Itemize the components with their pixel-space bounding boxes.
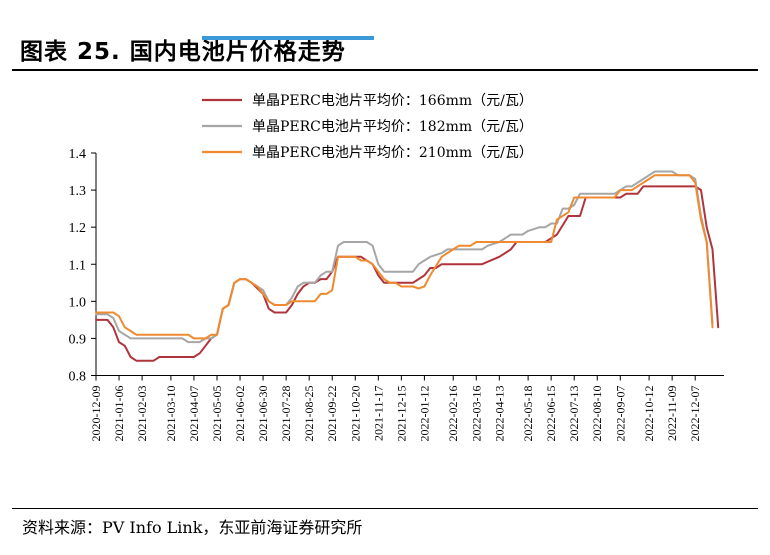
x-tick-label: 2022-07-13 — [567, 386, 581, 442]
x-tick-label: 2021-01-06 — [112, 386, 126, 442]
x-tick-label: 2021-07-28 — [279, 386, 293, 442]
x-tick-label: 2021-08-25 — [302, 386, 316, 442]
x-tick-label: 2021-02-03 — [135, 386, 149, 442]
figure-header: 图表 25. 国内电池片价格走势 — [12, 30, 758, 70]
x-tick-label: 2021-04-07 — [187, 386, 201, 442]
x-tick-label: 2021-12-15 — [394, 386, 408, 442]
x-tick-label: 2021-11-17 — [371, 386, 385, 442]
series-line-s166 — [95, 185, 720, 362]
legend: 单晶PERC电池片平均价：166mm（元/瓦） 单晶PERC电池片平均价：182m… — [202, 93, 533, 161]
y-tick-label: 0.8 — [69, 370, 87, 385]
y-tick-label: 0.9 — [69, 332, 87, 347]
x-tick-label: 2021-06-02 — [233, 386, 247, 442]
legend-label-s166: 单晶PERC电池片平均价：166mm（元/瓦） — [252, 93, 533, 109]
x-tick-label: 2022-10-12 — [642, 386, 656, 442]
x-tick-label: 2020-12-09 — [89, 386, 103, 442]
series-line-s210 — [95, 174, 714, 340]
y-tick-label: 1.0 — [69, 295, 87, 310]
x-tick-label: 2022-01-12 — [417, 386, 431, 442]
legend-label-s210: 单晶PERC电池片平均价：210mm（元/瓦） — [252, 145, 533, 161]
title-accent-bar — [202, 36, 374, 40]
figure-title: 图表 25. 国内电池片价格走势 — [20, 39, 346, 65]
axes-layer: 0.8 0.9 1.0 1.1 1.2 1.3 1.4 2020-12-09 2021-01-0… — [69, 147, 724, 442]
x-tick-label: 2022-12-07 — [688, 386, 702, 442]
x-tick-label: 2022-08-10 — [590, 386, 604, 442]
title-rule — [12, 69, 758, 71]
x-tick-label: 2021-09-22 — [325, 386, 339, 442]
x-tick-label: 2022-09-07 — [613, 386, 627, 442]
x-tick-label: 2021-05-05 — [210, 386, 224, 442]
y-tick-label: 1.1 — [69, 258, 87, 273]
footer-rule — [12, 508, 758, 509]
x-tick-label: 2022-05-18 — [521, 386, 535, 442]
x-tick-label: 2021-10-20 — [348, 386, 362, 442]
x-tick-label: 2021-06-30 — [256, 386, 270, 442]
y-tick-label: 1.4 — [69, 147, 87, 162]
legend-label-s182: 单晶PERC电池片平均价：182mm（元/瓦） — [252, 119, 533, 135]
source-note: 资料来源：PV Info Link，东亚前海证券研究所 — [22, 518, 363, 537]
y-tick-label: 1.2 — [69, 221, 87, 236]
line-chart: 0.8 0.9 1.0 1.1 1.2 1.3 1.4 2020-12-09 2021-01-0… — [69, 93, 724, 442]
x-tick-label: 2022-02-16 — [446, 386, 460, 442]
x-tick-label: 2021-03-10 — [164, 386, 178, 442]
x-tick-label: 2022-03-16 — [469, 385, 483, 441]
x-tick-label: 2022-11-09 — [665, 386, 679, 442]
y-tick-label: 1.3 — [69, 184, 87, 199]
x-tick-label: 2022-04-13 — [492, 385, 506, 441]
x-tick-label: 2022-06-15 — [544, 386, 558, 442]
series-layer — [95, 170, 720, 362]
